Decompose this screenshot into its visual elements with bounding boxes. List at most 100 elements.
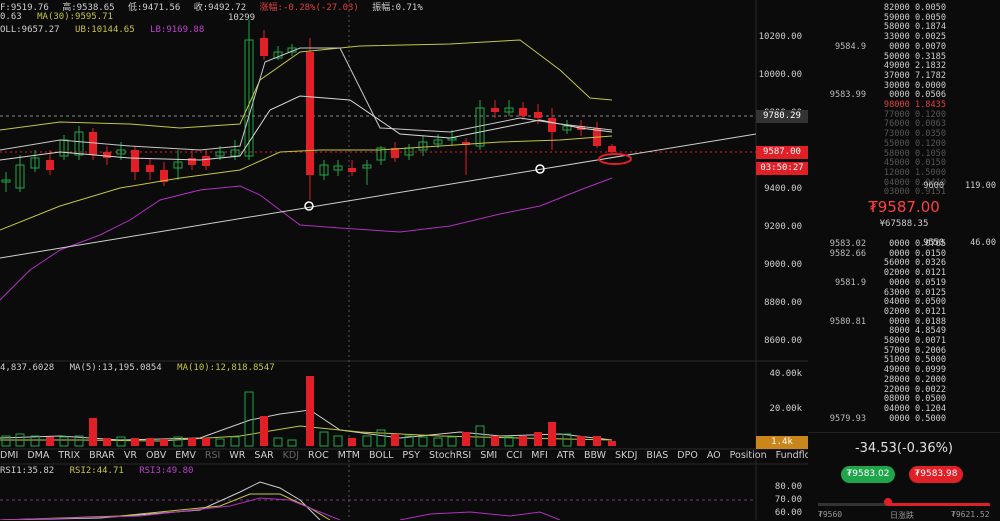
candle-body-up — [215, 151, 225, 157]
candle-body-down — [519, 108, 527, 116]
ask-amount: 82000 0.0050 — [883, 3, 946, 13]
candle-body-up — [1, 179, 11, 183]
sell-price-button[interactable]: ₮9583.98 — [909, 466, 963, 483]
bid-amount: 02000 0.0121 — [883, 306, 946, 317]
indicator-tab-brar[interactable]: BRAR — [89, 450, 115, 461]
bid-amount: 0000 0.0765 — [889, 239, 946, 249]
ohlc-info-row: F:9519.76 高:9538.65 低:9471.56 收:9492.72 … — [0, 0, 431, 13]
indicator-tab-smi[interactable]: SMI — [480, 450, 498, 461]
indicator-tab-ao[interactable]: AO — [706, 450, 721, 461]
indicator-tab-vr[interactable]: VR — [123, 450, 138, 461]
last-price-big: ₮9587.00 — [868, 198, 940, 216]
indicator-tab-stochrsi[interactable]: StochRSI — [428, 450, 472, 461]
daily-change: -34.53(-0.36%) — [854, 441, 954, 456]
ma-partial: 0.63 — [0, 12, 22, 22]
indicator-tab-kdj[interactable]: KDJ — [282, 450, 300, 461]
indicator-tab-skdj[interactable]: SKDJ — [615, 450, 638, 461]
last-price-tag: 9587.00 — [756, 146, 808, 159]
kline-chart-panel[interactable]: F:9519.76 高:9538.65 低:9471.56 收:9492.72 … — [0, 0, 818, 520]
bid-amount: 28000 0.2000 — [883, 374, 946, 385]
rsi3-line — [399, 511, 561, 520]
indicator-tab-boll[interactable]: BOLL — [368, 450, 394, 461]
indicator-tab-wr[interactable]: WR — [229, 450, 246, 461]
volume-bar-up — [287, 439, 297, 447]
boll-lower-line — [0, 177, 613, 301]
ask-amount: 0000 0.0506 — [889, 90, 946, 101]
high-label: 高:9538.65 — [62, 3, 115, 13]
indicator-tab-dma[interactable]: DMA — [27, 450, 50, 461]
bid-amount: 56000 0.0326 — [883, 258, 946, 269]
bid-extra-amount: 46.00 — [970, 238, 996, 248]
indicator-tab-psy[interactable]: PSY — [402, 450, 420, 461]
volume-bar-up — [333, 435, 343, 447]
indicator-tab-emv[interactable]: EMV — [175, 450, 196, 461]
ask-amount: 30000 0.0000 — [883, 80, 946, 91]
range-slider-track[interactable] — [818, 498, 990, 506]
indicator-tab-dmi[interactable]: DMI — [0, 450, 19, 461]
bid-amount: 0000 0.5000 — [889, 413, 946, 424]
candle-body-up — [30, 157, 40, 169]
rsi-axis-70: 70.00 — [774, 495, 802, 505]
indicator-tab-trix[interactable]: TRIX — [58, 450, 81, 461]
candle-body-down — [534, 112, 542, 118]
candle-body-up — [173, 161, 183, 169]
bid-amount: 0000 0.0519 — [889, 277, 946, 288]
candle-body-up — [15, 164, 25, 189]
volume-bar-up — [116, 436, 126, 447]
candle-body-down — [202, 156, 210, 166]
buy-price-button[interactable]: ₮9583.02 — [841, 466, 895, 483]
volume-bar-down — [188, 438, 196, 446]
rsi-axis-60: 60.00 — [774, 508, 802, 518]
candle-body-up — [362, 164, 372, 169]
candle-body-down — [260, 38, 268, 56]
volume-ma5: MA(5):13,195.0854 — [69, 363, 162, 373]
volume-bar-up — [74, 435, 84, 447]
boll-ub-label: UB:10144.65 — [75, 25, 135, 35]
rsi-info-row: RSI1:35.82 RSI2:44.71 RSI3:49.80 — [0, 466, 203, 476]
indicator-tab-rsi[interactable]: RSI — [204, 450, 221, 461]
indicator-tab-sar[interactable]: SAR — [254, 450, 274, 461]
candle-body-down — [131, 150, 139, 172]
indicator-tab-bias[interactable]: BIAS — [646, 450, 669, 461]
ma30-label: MA(30):9595.71 — [37, 12, 113, 22]
ma-line — [0, 47, 613, 151]
volume-bar-down — [519, 436, 527, 446]
indicator-tab-roc[interactable]: ROC — [308, 450, 329, 461]
volume-bar-down — [491, 436, 499, 446]
ask-amount: 03000 0.9151 — [883, 187, 946, 198]
ask-amount: 50000 0.3185 — [883, 51, 946, 62]
candle-body-down — [188, 158, 196, 165]
indicator-tabs[interactable]: DMI DMA TRIX BRAR VR OBV EMV RSI WR SAR KDJ ROC MTM B… — [0, 450, 818, 464]
boll-lb-label: LB:9169.88 — [150, 25, 205, 35]
indicator-tab-dpo[interactable]: DPO — [677, 450, 698, 461]
volume-bar-down — [46, 437, 54, 446]
indicator-tab-cci[interactable]: CCI — [506, 450, 523, 461]
bid-amount: 0000 0.0150 — [889, 248, 946, 259]
trend-line — [0, 133, 757, 259]
trend-anchor-point — [304, 201, 314, 211]
order-book-panel: 82000 0.0050 59000 0.0050 58000 0.1874 3300… — [808, 0, 1000, 520]
candlestick-svg[interactable] — [0, 0, 808, 520]
bid-amount: 22000 0.0022 — [883, 384, 946, 395]
trend-anchor-point — [535, 164, 545, 174]
volume-bar-up — [376, 429, 386, 447]
indicator-tab-fundflow[interactable]: Fundflow — [775, 450, 819, 461]
slider-low-label: ₮9560 — [818, 510, 843, 519]
volume-info-row: 4,837.6028 MA(5):13,195.0854 MA(10):12,8… — [0, 363, 285, 373]
candle-body-down — [608, 146, 616, 152]
bid-amount: 49000 0.0999 — [883, 365, 946, 376]
indicator-tab-bbw[interactable]: BBW — [583, 450, 607, 461]
indicator-tab-obv[interactable]: OBV — [146, 450, 167, 461]
range-slider-handle[interactable] — [884, 498, 892, 506]
indicator-tab-atr[interactable]: ATR — [556, 450, 575, 461]
ask-price: 9584.9 — [834, 41, 866, 52]
indicator-tab-mfi[interactable]: MFI — [531, 450, 548, 461]
indicator-tab-position[interactable]: Position — [729, 450, 767, 461]
bid-amount: 04000 0.0500 — [883, 297, 946, 308]
rsi3-line — [0, 497, 341, 520]
candle-body-down — [391, 148, 399, 158]
bid-amount: 0000 0.0188 — [889, 316, 946, 327]
rsi-axis-80: 80.00 — [774, 482, 802, 492]
volume-bar-up — [15, 433, 25, 447]
indicator-tab-mtm[interactable]: MTM — [337, 450, 360, 461]
